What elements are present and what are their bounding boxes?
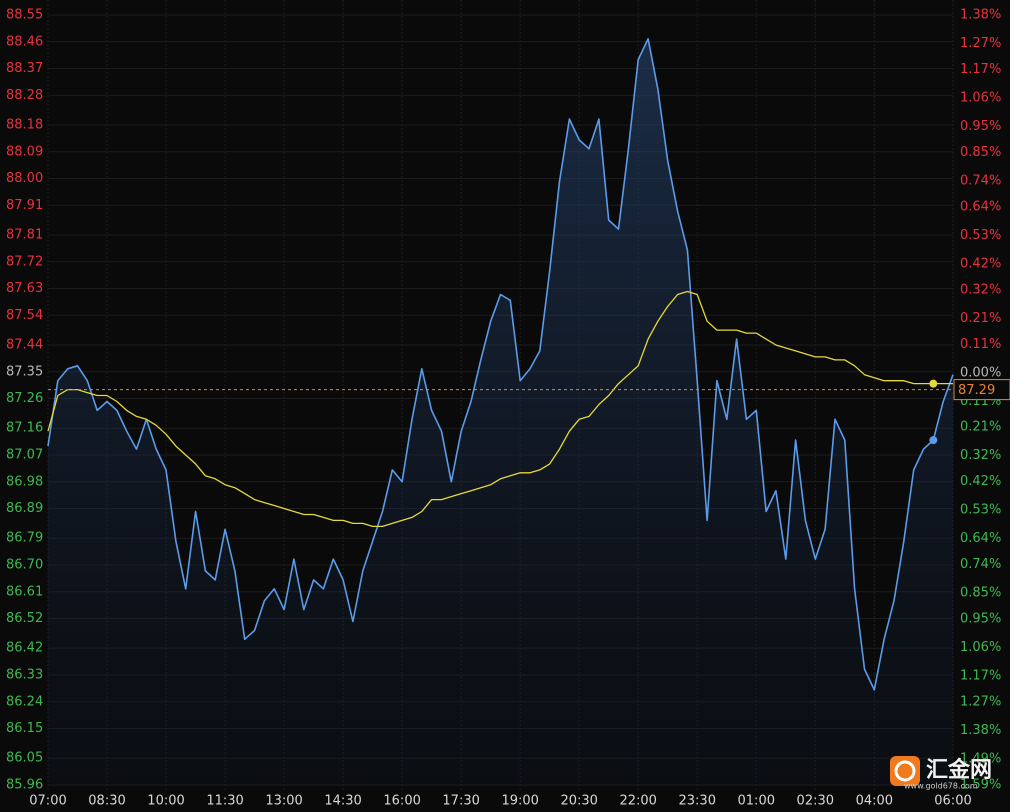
- y2-tick-label: 0.95%: [960, 612, 1001, 627]
- logo-icon: [890, 756, 920, 786]
- y2-tick-label: 0.74%: [960, 173, 1001, 188]
- y-tick-label: 87.44: [6, 338, 43, 353]
- y2-tick-label: 1.27%: [960, 36, 1001, 51]
- x-tick-label: 10:00: [147, 794, 184, 809]
- y-tick-label: 86.89: [6, 501, 43, 516]
- y-tick-label: 86.24: [6, 694, 43, 709]
- y2-tick-label: 0.53%: [960, 503, 1001, 518]
- y2-tick-label: 1.06%: [960, 90, 1001, 105]
- y2-tick-label: 1.49%: [960, 752, 1001, 767]
- y2-tick-label: 1.27%: [960, 695, 1001, 710]
- x-tick-label: 14:30: [324, 794, 361, 809]
- y-tick-label: 86.98: [6, 474, 43, 489]
- y-tick-label: 88.46: [6, 34, 43, 49]
- y2-tick-label: 1.17%: [960, 62, 1001, 77]
- y-tick-label: 87.63: [6, 281, 43, 296]
- x-tick-label: 20:30: [560, 794, 597, 809]
- x-tick-label: 01:00: [738, 794, 775, 809]
- y-tick-label: 86.52: [6, 611, 43, 626]
- y2-tick-label: 0.64%: [960, 199, 1001, 214]
- y2-tick-label: 1.38%: [960, 8, 1001, 23]
- logo-ring: [894, 760, 916, 782]
- y2-tick-label: 0.64%: [960, 531, 1001, 546]
- x-tick-label: 23:30: [679, 794, 716, 809]
- axes: 88.55 88.46 88.37 88.28 88.18 88.09 88.00 87.91…: [6, 8, 1010, 809]
- y-tick-label: 88.37: [6, 61, 43, 76]
- x-tick-label: 13:00: [265, 794, 302, 809]
- reference-box: [953, 379, 1010, 401]
- y2-tick-label: 0.32%: [960, 448, 1001, 463]
- plot: [47, 38, 954, 786]
- y2-tick-label: 0.95%: [960, 119, 1001, 134]
- y-tick-label: 86.42: [6, 641, 43, 656]
- y-tick-label: 87.54: [6, 308, 43, 323]
- x-tick-label: 02:30: [797, 794, 834, 809]
- watermark-text: 汇金网: [926, 757, 992, 783]
- y-tick-label: 88.55: [6, 8, 43, 23]
- y-tick-label: 86.70: [6, 558, 43, 573]
- end-dot: [929, 436, 938, 445]
- reference-label: 87.29: [958, 383, 995, 398]
- y2-tick-label: 0.53%: [960, 228, 1001, 243]
- x-tick-label: 11:30: [206, 794, 243, 809]
- y2-tick-label: 1.17%: [960, 669, 1001, 684]
- x-tick-label: 08:30: [88, 794, 125, 809]
- y-tick-label: 88.09: [6, 144, 43, 159]
- y2-tick-label: 0.74%: [960, 557, 1001, 572]
- y2-tick-label: 0.42%: [960, 256, 1001, 271]
- y-tick-label: 88.18: [6, 118, 43, 133]
- x-tick-label: 07:00: [29, 794, 66, 809]
- y-tick-label: 86.15: [6, 721, 43, 736]
- y-tick-label: 85.96: [6, 778, 43, 793]
- y2-tick-label: 0.11%: [960, 337, 1001, 352]
- y2-tick-label: 0.85%: [960, 145, 1001, 160]
- y2-tick-label: 1.06%: [960, 640, 1001, 655]
- y-tick-label: 87.26: [6, 391, 43, 406]
- x-tick-label: 19:00: [501, 794, 538, 809]
- y2-tick-label: 1.38%: [960, 723, 1001, 738]
- y2-tick-label: 1.59%: [960, 778, 1001, 793]
- y-tick-label: 86.79: [6, 531, 43, 546]
- area: [48, 38, 953, 786]
- y2-tick-label: 0.21%: [960, 311, 1001, 326]
- x-tick-label: 22:00: [619, 794, 656, 809]
- x-tick-label: 06:00: [934, 794, 971, 809]
- y-tick-label: 88.28: [6, 88, 43, 103]
- y-tick-label: 87.91: [6, 198, 43, 213]
- x-tick-label: 17:30: [442, 794, 479, 809]
- line: [47, 290, 953, 528]
- y-tick-label: 88.00: [6, 171, 43, 186]
- watermark-url: www.gold678.com: [904, 782, 978, 791]
- y-tick-label: 87.81: [6, 228, 43, 243]
- y-tick-label: 87.35: [6, 364, 43, 379]
- watermark: 汇金网 www.gold678.com: [890, 756, 992, 791]
- y-tick-label: 86.61: [6, 584, 43, 599]
- y2-tick-label: 0.21%: [960, 420, 1001, 435]
- y2-tick-label: 0.42%: [960, 474, 1001, 489]
- y-tick-label: 87.16: [6, 421, 43, 436]
- x-tick-label: 16:00: [383, 794, 420, 809]
- x-tick-label: 04:00: [856, 794, 893, 809]
- y-tick-label: 87.07: [6, 448, 43, 463]
- y2-tick-label: 0.32%: [960, 282, 1001, 297]
- y-tick-label: 86.33: [6, 668, 43, 683]
- y2-tick-label: 0.85%: [960, 586, 1001, 601]
- y-tick-label: 86.05: [6, 751, 43, 766]
- y-tick-label: 87.72: [6, 254, 43, 269]
- end-dot: [929, 379, 938, 388]
- y2-tick-label: 0.00%: [960, 365, 1001, 380]
- line: [47, 38, 954, 691]
